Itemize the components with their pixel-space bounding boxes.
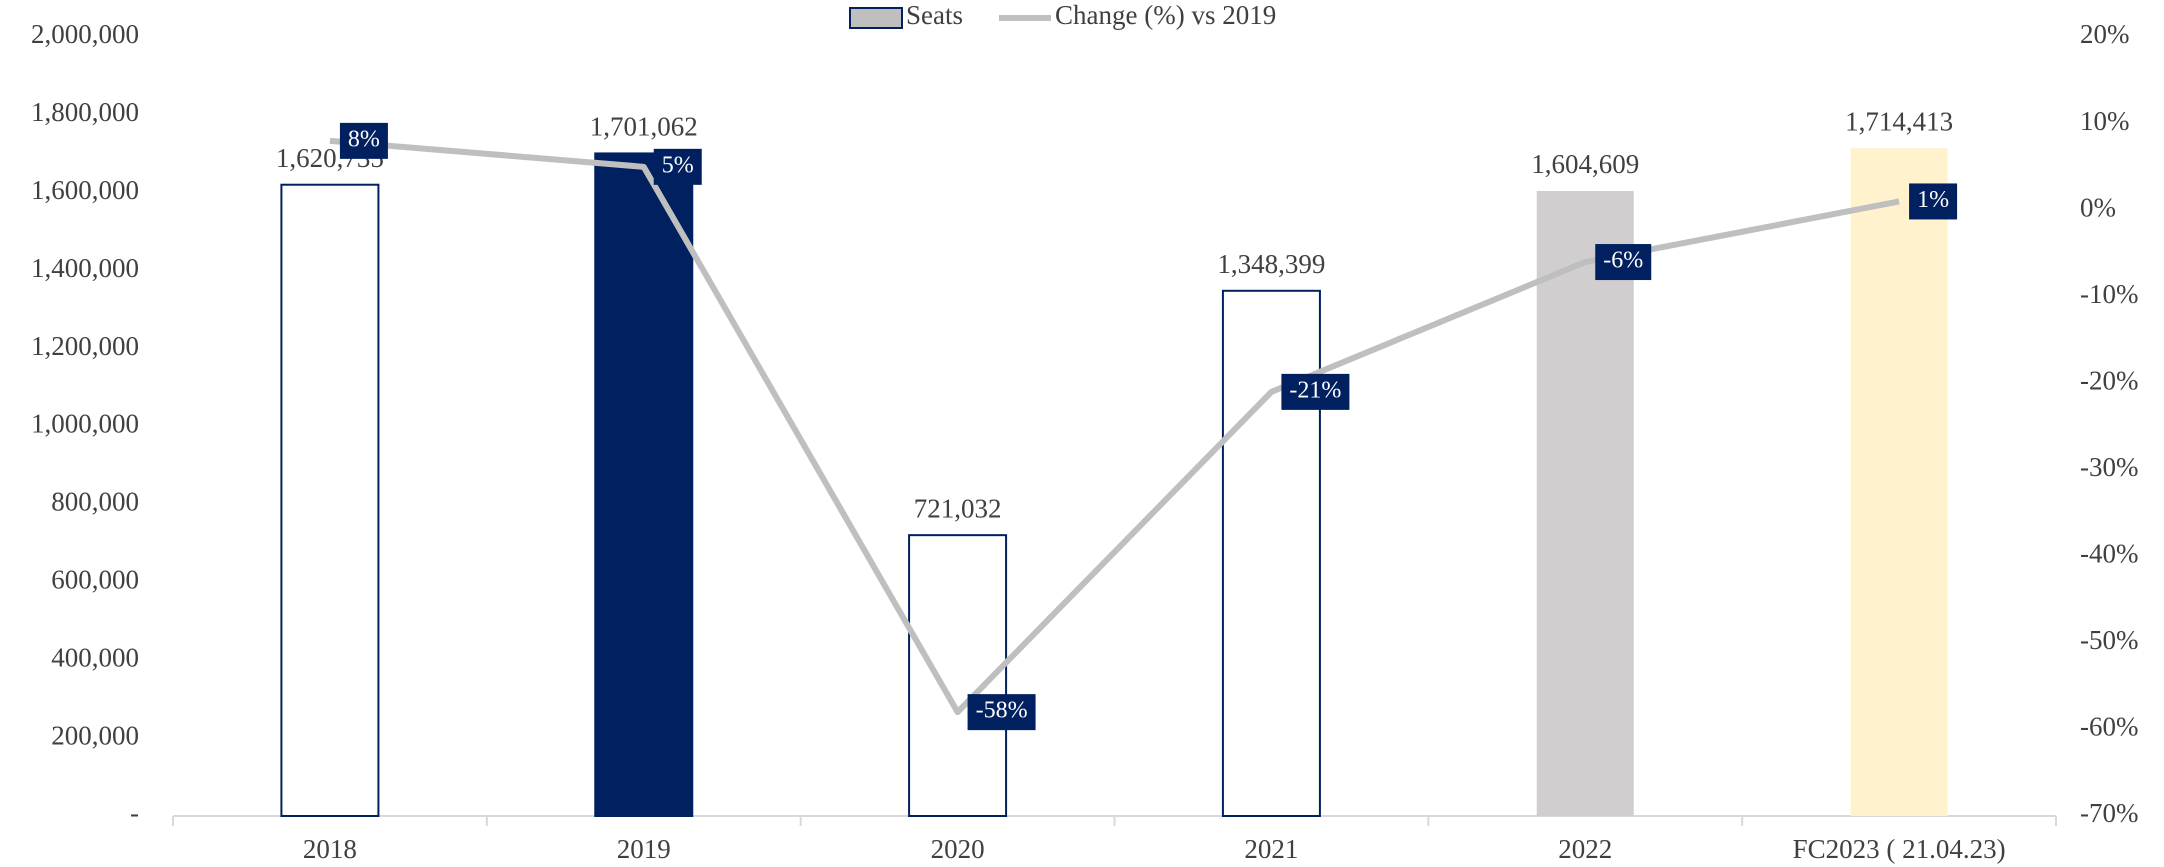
y2-tick-label: 10% bbox=[2080, 106, 2130, 136]
line-value-box bbox=[967, 694, 1036, 731]
x-tick-label: 2019 bbox=[617, 834, 671, 864]
x-tick-label: 2018 bbox=[303, 834, 357, 864]
line-value-box bbox=[1281, 373, 1350, 410]
x-tick-label: 2021 bbox=[1244, 834, 1298, 864]
y2-tick-label: 20% bbox=[2080, 19, 2130, 49]
bar-value-label: 721,032 bbox=[914, 493, 1002, 523]
line-value-box bbox=[653, 148, 702, 185]
y-tick-label: 1,600,000 bbox=[31, 175, 139, 205]
y-tick-label: 600,000 bbox=[51, 565, 139, 595]
y-tick-label: 1,800,000 bbox=[31, 97, 139, 127]
bar bbox=[1221, 289, 1321, 817]
bar bbox=[594, 152, 694, 818]
line-value-box bbox=[1909, 183, 1958, 220]
bar bbox=[280, 183, 380, 818]
y2-tick-label: -40% bbox=[2080, 539, 2138, 569]
line-value-label: 1% bbox=[1917, 187, 1949, 213]
y2-tick-label: -20% bbox=[2080, 365, 2138, 395]
y2-tick-label: -60% bbox=[2080, 712, 2138, 742]
line-value-label: -58% bbox=[976, 698, 1028, 724]
line-value-label: 8% bbox=[348, 126, 380, 152]
bar bbox=[1850, 148, 1948, 816]
line-value-box bbox=[1595, 244, 1652, 281]
line-value-box bbox=[339, 122, 388, 159]
bar-value-label: 1,701,062 bbox=[590, 112, 698, 142]
x-tick-label: 2022 bbox=[1558, 834, 1612, 864]
legend-label: Change (%) vs 2019 bbox=[1055, 0, 1276, 30]
y2-tick-label: -50% bbox=[2080, 625, 2138, 655]
y2-tick-label: -30% bbox=[2080, 452, 2138, 482]
legend-swatch bbox=[849, 7, 903, 29]
line-value-label: 5% bbox=[662, 152, 694, 178]
y-tick-label: 200,000 bbox=[51, 720, 139, 750]
y2-tick-label: -70% bbox=[2080, 798, 2138, 828]
y-tick-label: 400,000 bbox=[51, 642, 139, 672]
y-tick-label: 1,200,000 bbox=[31, 331, 139, 361]
y-tick-label: 800,000 bbox=[51, 487, 139, 517]
line-value-label: -6% bbox=[1603, 248, 1643, 274]
y2-tick-label: 0% bbox=[2080, 192, 2116, 222]
bar-value-label: 1,604,609 bbox=[1531, 149, 1639, 179]
y-tick-label: - bbox=[130, 798, 139, 828]
x-tick-label: 2020 bbox=[931, 834, 985, 864]
line-value-label: -21% bbox=[1289, 377, 1341, 403]
bar-value-label: 1,348,399 bbox=[1217, 249, 1325, 279]
y-tick-label: 1,400,000 bbox=[31, 253, 139, 283]
line bbox=[329, 137, 1900, 716]
bar bbox=[1536, 191, 1634, 817]
y2-tick-label: -10% bbox=[2080, 279, 2138, 309]
x-tick-label: FC2023 ( 21.04.23) bbox=[1793, 834, 2006, 864]
legend-label: Seats bbox=[906, 0, 963, 30]
bar-value-label: 1,714,413 bbox=[1845, 106, 1953, 136]
y-tick-label: 2,000,000 bbox=[31, 19, 139, 49]
y-tick-label: 1,000,000 bbox=[31, 409, 139, 439]
